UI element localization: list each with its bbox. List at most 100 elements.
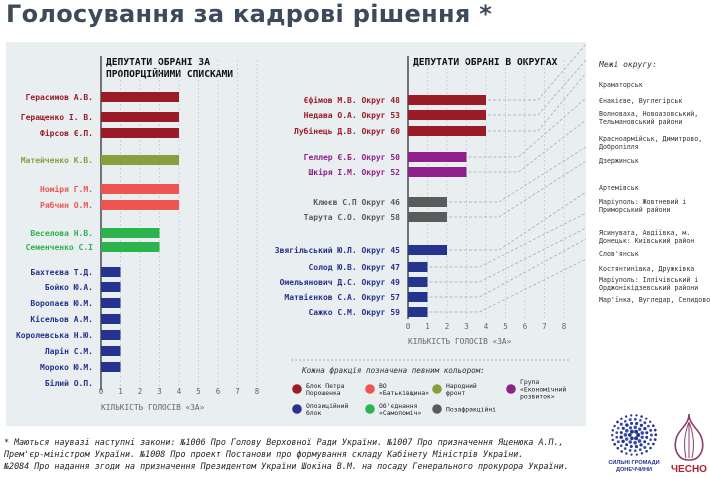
logo-dot	[616, 420, 619, 424]
logo-dot	[640, 415, 643, 418]
district-label: Костянтинівка, Дружківка	[599, 265, 695, 273]
logo-dot	[633, 425, 638, 430]
chart-title: ПРОПОРЦІЙНИМИ СПИСКАМИ	[106, 67, 233, 80]
logo-dot	[629, 429, 634, 434]
chart-panel: ДЕПУТАТИ ОБРАНІ ЗА ПРОПОРЦІЙНИМИ СПИСКАМИ…	[6, 42, 586, 426]
category-label: Веселова Н.В.	[30, 229, 93, 238]
bar	[101, 267, 121, 277]
logo-dot	[640, 435, 644, 439]
district-label: Краматорськ	[599, 81, 643, 89]
leader-line	[449, 146, 586, 203]
bar	[408, 277, 428, 287]
legend-label: Об'єднання «Самопоміч»	[379, 402, 421, 417]
bar	[101, 184, 179, 194]
logo-dot	[645, 435, 649, 439]
logo-dot	[619, 435, 623, 439]
logo-dot	[652, 442, 655, 446]
logo-dot	[634, 429, 639, 434]
x-tick-label: 2	[138, 387, 143, 396]
logo-dot	[630, 436, 634, 441]
legend-label: Блок Петра Порошенка	[306, 382, 345, 397]
logo-dot	[649, 428, 653, 432]
category-label: Бахтеєва Т.Д.	[30, 268, 93, 277]
leader-line	[449, 191, 586, 251]
bar	[101, 112, 179, 122]
bar	[101, 200, 179, 210]
legend-swatch	[292, 384, 302, 394]
logo-dot	[649, 446, 652, 450]
logo-dot	[615, 431, 619, 434]
x-axis-label: КІЛЬКІСТЬ ГОЛОСІВ «ЗА»	[408, 337, 512, 346]
x-tick-label: 2	[445, 322, 450, 331]
logo-dot	[624, 415, 628, 418]
logo-dot	[643, 426, 647, 431]
category-label: Єфімов М.В. Округ 48	[304, 95, 401, 105]
district-label: Красноармійськ, Димитрово, Добропілля	[599, 135, 703, 151]
logo-dot	[643, 421, 647, 425]
district-label: Волноваха, Новоазовський, Тельмановський…	[599, 110, 699, 126]
legend-swatch	[506, 384, 516, 394]
logo-dot	[625, 452, 628, 455]
category-label: Шкіря І.М. Округ 52	[308, 167, 400, 177]
legend-item: Позафракційні	[432, 404, 496, 414]
logo-dot	[623, 419, 627, 423]
bar	[408, 95, 486, 105]
bar	[408, 245, 447, 255]
legend-item: ВО «Батьківщина»	[365, 382, 429, 397]
x-tick-label: 0	[406, 322, 411, 331]
category-label: Сажко С.М. Округ 59	[308, 308, 400, 317]
logo-dot	[628, 418, 632, 422]
category-label: Герасимов А.В.	[26, 93, 93, 102]
logo-dot	[625, 423, 629, 427]
legend-item: Опозиційний блок	[292, 402, 348, 417]
x-tick-label: 6	[523, 322, 528, 331]
chart-title: ДЕПУТАТИ ОБРАНІ В ОКРУГАХ	[413, 57, 558, 68]
legend-swatch	[292, 404, 302, 414]
legend-item: Народний фронт	[432, 382, 477, 397]
district-label: Єнакієве, Вуглегірськ	[599, 97, 683, 105]
hromady-logo-text: ДОНЕЧЧИНИ	[616, 467, 652, 473]
logo-dot	[620, 450, 623, 453]
logo-dot	[643, 440, 647, 444]
legend-swatch	[365, 384, 375, 394]
category-label: Рябчин О.М.	[40, 200, 93, 210]
logo-dot	[640, 431, 645, 435]
category-label: Воропаєв Ю.М.	[30, 299, 93, 308]
logo-dot	[637, 439, 642, 443]
logo-dot	[613, 424, 616, 428]
logo-dot	[635, 414, 638, 417]
x-tick-label: 0	[99, 387, 104, 396]
logo-dot	[624, 428, 629, 433]
x-tick-label: 5	[503, 322, 508, 331]
bar	[408, 212, 447, 222]
category-label: Тарута С.О. Округ 58	[304, 213, 401, 222]
category-label: Мороко Ю.М.	[40, 363, 93, 372]
logo-dot	[629, 445, 633, 448]
district-label: Артемівськ	[599, 184, 639, 192]
bar	[408, 152, 467, 162]
x-tick-label: 4	[177, 387, 182, 396]
bar	[101, 92, 179, 102]
category-label: Матейченко К.В.	[21, 156, 93, 165]
legend: Кожна фракція позначена певним кольором:…	[291, 359, 571, 417]
district-label: Слов'янськ	[599, 250, 639, 258]
legend-item: Об'єднання «Самопоміч»	[365, 402, 421, 417]
leader-line	[488, 72, 586, 132]
logo-dot	[627, 433, 632, 437]
leader-line	[429, 212, 586, 268]
bar	[408, 167, 467, 177]
districts-title: Межі округу:	[599, 60, 657, 69]
x-tick-label: 6	[216, 387, 221, 396]
legend-label: Народний фронт	[446, 382, 477, 397]
logo-dot	[639, 423, 644, 427]
logo-dot	[620, 417, 623, 421]
logo-dot	[611, 438, 614, 442]
logo-dot	[616, 446, 620, 450]
category-label: Матвієнков С.А. Округ 57	[284, 292, 400, 302]
category-label: Кісельов А.М.	[30, 314, 93, 324]
logo-dot	[640, 452, 644, 455]
district-label: Мар'їнка, Вугледар, Селидово	[599, 296, 710, 304]
legend-label: Група «Економічний розвиток»	[520, 378, 566, 400]
x-tick-label: 5	[196, 387, 201, 396]
